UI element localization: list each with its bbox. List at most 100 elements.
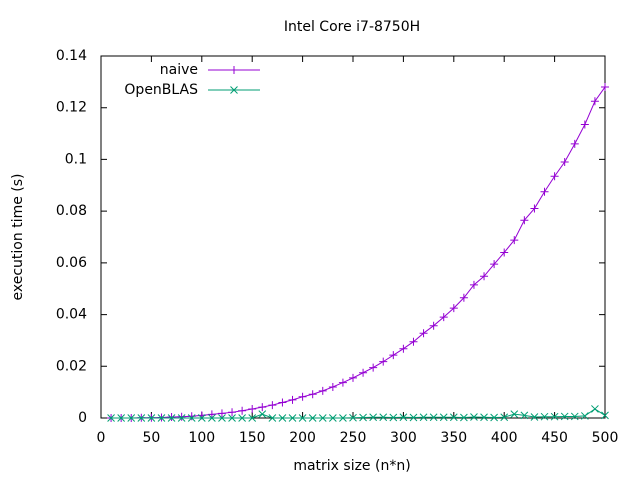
point-marker bbox=[510, 410, 519, 418]
point-marker bbox=[409, 413, 418, 422]
point-marker bbox=[520, 411, 529, 420]
x-tick-label: 50 bbox=[142, 430, 160, 446]
point-marker bbox=[389, 351, 398, 360]
point-marker bbox=[429, 321, 438, 330]
x-tick-label: 150 bbox=[239, 430, 266, 446]
point-marker bbox=[530, 204, 539, 213]
point-marker bbox=[339, 414, 347, 422]
point-marker bbox=[470, 413, 478, 421]
point-marker bbox=[288, 414, 297, 422]
legend-label: OpenBLAS bbox=[124, 82, 198, 98]
y-tick-label: 0.14 bbox=[56, 48, 87, 64]
point-marker bbox=[127, 414, 136, 422]
point-marker bbox=[429, 413, 438, 422]
y-tick-label: 0.04 bbox=[56, 307, 87, 323]
y-tick-label: 0.06 bbox=[56, 255, 87, 271]
point-marker bbox=[530, 413, 539, 421]
series-line bbox=[111, 408, 606, 419]
x-tick-label: 400 bbox=[491, 430, 518, 446]
point-marker bbox=[480, 272, 489, 281]
point-marker bbox=[439, 313, 448, 322]
legend-swatch bbox=[208, 86, 260, 94]
point-marker bbox=[500, 413, 509, 422]
point-marker bbox=[268, 401, 277, 410]
point-marker bbox=[560, 412, 569, 421]
point-marker bbox=[268, 414, 277, 422]
point-marker bbox=[601, 411, 609, 420]
point-marker bbox=[248, 414, 257, 422]
point-marker bbox=[490, 413, 498, 422]
point-marker bbox=[318, 414, 327, 422]
point-marker bbox=[379, 413, 388, 422]
x-tick-label: 250 bbox=[340, 430, 367, 446]
point-marker bbox=[389, 413, 398, 422]
point-marker bbox=[540, 187, 549, 196]
x-tick-label: 350 bbox=[440, 430, 467, 446]
point-marker bbox=[298, 392, 307, 401]
point-marker bbox=[117, 414, 126, 422]
y-tick-label: 0.02 bbox=[56, 358, 87, 374]
y-tick-label: 0.1 bbox=[65, 151, 87, 167]
point-marker bbox=[228, 414, 236, 422]
point-marker bbox=[137, 414, 146, 422]
point-marker bbox=[580, 412, 589, 420]
x-tick-label: 300 bbox=[390, 430, 417, 446]
point-marker bbox=[328, 382, 337, 391]
point-marker bbox=[278, 414, 287, 422]
point-marker bbox=[439, 413, 448, 422]
point-marker bbox=[490, 260, 499, 269]
point-marker bbox=[369, 363, 378, 372]
point-marker bbox=[218, 414, 226, 422]
point-marker bbox=[288, 395, 297, 404]
point-marker bbox=[449, 304, 458, 313]
point-marker bbox=[197, 414, 206, 422]
point-marker bbox=[187, 414, 196, 422]
legend-label: naive bbox=[160, 62, 198, 78]
point-marker bbox=[419, 329, 428, 338]
point-marker bbox=[469, 280, 478, 289]
point-marker bbox=[520, 216, 529, 225]
legend-swatch bbox=[208, 66, 260, 74]
point-marker bbox=[560, 158, 569, 167]
x-axis-label: matrix size (n*n) bbox=[293, 458, 410, 474]
point-marker bbox=[187, 412, 196, 421]
point-marker bbox=[550, 172, 559, 181]
point-marker bbox=[228, 408, 237, 417]
x-tick-label: 200 bbox=[289, 430, 316, 446]
point-marker bbox=[409, 337, 418, 346]
point-marker bbox=[177, 412, 186, 421]
point-marker bbox=[570, 139, 579, 148]
y-tick-label: 0 bbox=[78, 410, 87, 426]
point-marker bbox=[147, 414, 156, 422]
x-tick-label: 0 bbox=[97, 430, 106, 446]
point-marker bbox=[208, 414, 216, 422]
point-marker bbox=[258, 403, 267, 412]
x-tick-label: 450 bbox=[541, 430, 568, 446]
x-tick-label: 100 bbox=[188, 430, 215, 446]
point-marker bbox=[460, 413, 468, 422]
point-marker bbox=[369, 413, 378, 422]
plot-frame bbox=[100, 55, 606, 419]
point-marker bbox=[167, 412, 176, 421]
series-line bbox=[111, 86, 606, 419]
point-marker bbox=[107, 414, 115, 422]
y-axis-label: execution time (s) bbox=[10, 174, 26, 301]
chart-title: Intel Core i7-8750H bbox=[284, 19, 420, 35]
point-marker bbox=[308, 414, 317, 422]
point-marker bbox=[570, 412, 579, 421]
point-marker bbox=[238, 406, 247, 415]
point-marker bbox=[328, 414, 337, 422]
point-marker bbox=[601, 83, 609, 92]
point-marker bbox=[238, 414, 246, 422]
point-marker bbox=[591, 405, 599, 413]
point-marker bbox=[318, 386, 327, 395]
point-marker bbox=[449, 413, 458, 422]
y-tick-label: 0.12 bbox=[56, 100, 87, 116]
point-marker bbox=[258, 410, 267, 418]
point-marker bbox=[540, 412, 549, 421]
point-marker bbox=[298, 414, 307, 422]
point-marker bbox=[167, 414, 176, 422]
point-marker bbox=[207, 410, 216, 419]
point-marker bbox=[419, 413, 428, 422]
